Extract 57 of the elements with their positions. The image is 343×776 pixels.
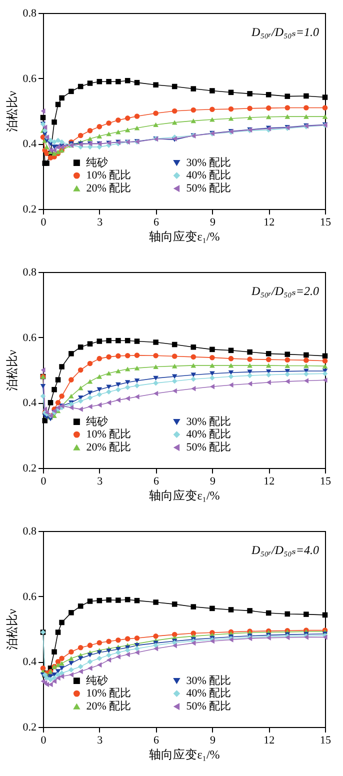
legend-label: 10% 配比 <box>86 428 132 441</box>
y-axis-title: 泊松比ν <box>4 349 19 392</box>
x-tick-label: 0 <box>40 216 47 228</box>
y-axis-title: 泊松比ν <box>4 608 19 650</box>
y-tick-label: 0.6 <box>22 590 37 603</box>
legend-label: 30% 配比 <box>186 414 232 428</box>
x-axis-title: 轴向应变ε₁/% <box>149 488 220 502</box>
x-tick-label: 12 <box>264 216 275 228</box>
y-axis-title: 泊松比ν <box>4 90 19 132</box>
y-tick-label: 0.8 <box>22 526 37 538</box>
x-tick-label: 12 <box>264 734 275 746</box>
legend-label: 30% 配比 <box>186 156 232 169</box>
y-tick-label: 0.2 <box>22 722 36 734</box>
legend-label: 50% 配比 <box>186 440 232 454</box>
y-tick-label: 0.4 <box>22 397 37 410</box>
x-axis-title: 轴向应变ε₁/% <box>149 230 220 244</box>
legend-label: 10% 配比 <box>86 168 132 182</box>
legend-label: 纯砂 <box>86 674 108 687</box>
legend-label: 50% 配比 <box>186 182 232 195</box>
y-tick-label: 0.6 <box>22 332 37 344</box>
legend-label: 40% 配比 <box>186 686 232 700</box>
x-tick-label: 9 <box>210 734 216 746</box>
x-tick-label: 15 <box>320 734 332 746</box>
x-tick-label: 0 <box>40 734 47 746</box>
legend-label: 40% 配比 <box>186 428 232 441</box>
legend-label: 纯砂 <box>86 156 108 169</box>
legend-label: 20% 配比 <box>86 440 132 454</box>
x-tick-label: 9 <box>210 216 216 228</box>
x-tick-label: 0 <box>40 476 47 488</box>
x-tick-label: 3 <box>97 476 104 488</box>
x-tick-label: 3 <box>97 734 104 746</box>
y-tick-label: 0.6 <box>22 72 37 85</box>
x-tick-label: 12 <box>264 476 275 488</box>
annotation: D₅₀ᵣ/D₅₀ₛ=2.0 <box>250 284 319 298</box>
x-tick-label: 15 <box>320 476 332 488</box>
annotation: D₅₀ᵣ/D₅₀ₛ=4.0 <box>250 543 319 557</box>
x-tick-label: 6 <box>154 476 160 488</box>
legend-label: 20% 配比 <box>86 700 132 713</box>
legend-label: 50% 配比 <box>186 700 232 713</box>
legend-label: 40% 配比 <box>186 168 232 182</box>
y-tick-label: 0.2 <box>22 462 36 474</box>
legend-label: 20% 配比 <box>86 182 132 195</box>
annotation: D₅₀ᵣ/D₅₀ₛ=1.0 <box>250 25 319 39</box>
y-tick-label: 0.4 <box>22 138 37 150</box>
x-tick-label: 9 <box>210 476 216 488</box>
y-tick-label: 0.8 <box>22 8 37 20</box>
x-tick-label: 3 <box>97 216 104 228</box>
legend-label: 纯砂 <box>86 414 108 428</box>
x-axis-title: 轴向应变ε₁/% <box>149 748 220 762</box>
x-tick-label: 6 <box>154 216 160 228</box>
x-tick-label: 15 <box>320 216 332 228</box>
legend-label: 30% 配比 <box>186 674 232 687</box>
y-tick-label: 0.2 <box>22 204 36 216</box>
y-tick-label: 0.4 <box>22 656 37 668</box>
legend-label: 10% 配比 <box>86 686 132 700</box>
y-tick-label: 0.8 <box>22 266 37 278</box>
x-tick-label: 6 <box>154 734 160 746</box>
